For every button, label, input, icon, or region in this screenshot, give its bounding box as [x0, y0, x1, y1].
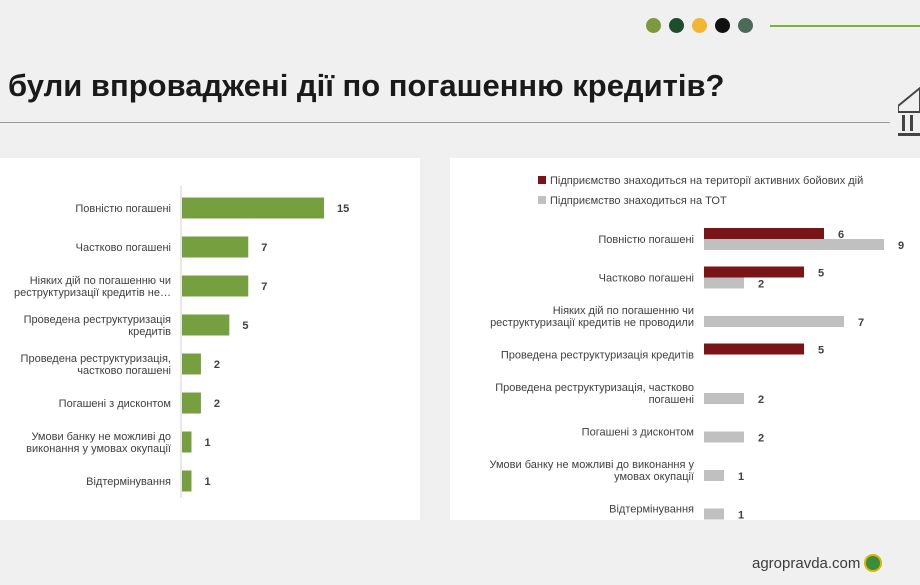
- left-category-label-5-line-0: Погашені з дисконтом: [59, 398, 171, 410]
- right-category-label-2-line-0: Ніяких дій по погашенню чи: [553, 305, 694, 317]
- left-bar-2: [182, 275, 249, 297]
- left-category-label-3-line-1: кредитів: [128, 326, 171, 338]
- left-bar-7: [182, 470, 192, 492]
- left-data-label-0: 15: [337, 203, 349, 215]
- legend-label-0: Підприємство знаходиться на території ак…: [550, 175, 863, 187]
- left-bar-1: [182, 236, 249, 258]
- right-bar-1-5: [704, 431, 744, 443]
- right-category-label-6-line-1: умовах окупації: [614, 471, 694, 483]
- left-category-label-2-line-0: Ніяких дій по погашенню чи: [30, 275, 171, 287]
- left-bar-5: [182, 392, 201, 414]
- left-data-label-2: 7: [261, 281, 267, 293]
- title-divider: [0, 122, 890, 123]
- right-category-label-5-line-0: Погашені з дисконтом: [582, 427, 694, 439]
- right-category-label-7-line-0: Відтермінування: [609, 504, 694, 516]
- right-category-label-6-line-0: Умови банку не можливі до виконання у: [489, 459, 694, 471]
- left-category-label-4-line-1: частково погашені: [77, 365, 171, 377]
- right-data-label-1-0: 9: [898, 240, 904, 252]
- left-category-label-0-line-0: Повністю погашені: [75, 203, 171, 215]
- right-bar-0-1: [704, 266, 804, 278]
- left-bar-4: [182, 353, 201, 375]
- right-category-label-4-line-1: погашені: [649, 394, 694, 406]
- left-data-label-1: 7: [261, 242, 267, 254]
- left-bar-3: [182, 314, 230, 336]
- right-bar-1-7: [704, 508, 724, 520]
- right-data-label-0-3: 5: [818, 345, 824, 357]
- right-data-label-1-6: 1: [738, 471, 744, 483]
- right-bar-0-3: [704, 343, 804, 355]
- left-data-label-5: 2: [214, 398, 220, 410]
- legend-label-1: Підприємство знаходиться на ТОТ: [550, 195, 727, 207]
- left-category-label-6-line-0: Умови банку не можливі до: [31, 431, 171, 443]
- page-title: були впроваджені дії по погашенню кредит…: [8, 68, 725, 103]
- right-category-label-4-line-0: Проведена реструктуризація, частково: [495, 382, 694, 394]
- right-category-label-1-line-0: Частково погашені: [599, 273, 694, 285]
- right-data-label-1-7: 1: [738, 510, 744, 521]
- right-data-label-1-2: 7: [858, 317, 864, 329]
- left-data-label-6: 1: [204, 437, 210, 449]
- left-category-label-6-line-1: виконання у умовах окупації: [26, 443, 171, 455]
- right-data-label-0-1: 5: [818, 268, 824, 280]
- left-bar-0: [182, 197, 324, 219]
- right-bar-1-2: [704, 316, 844, 327]
- chart-right: Підприємство знаходиться на території ак…: [489, 175, 904, 521]
- right-data-label-0-0: 6: [838, 229, 844, 241]
- right-data-label-1-4: 2: [758, 394, 764, 406]
- right-bar-1-4: [704, 393, 744, 404]
- left-data-label-4: 2: [214, 359, 220, 371]
- watermark-text: agropravda.com: [752, 554, 861, 572]
- right-category-label-3-line-0: Проведена реструктуризація кредитів: [501, 350, 694, 362]
- watermark: agropravda.com: [752, 554, 883, 572]
- left-bar-6: [182, 431, 192, 453]
- header-dot-1: [669, 18, 684, 33]
- header-dots: [646, 18, 753, 33]
- chart-panel-left: Повністю погашені 15 Частково погашені 7 Нія…: [0, 158, 420, 520]
- right-data-label-1-1: 2: [758, 279, 764, 291]
- header-accent-line: [770, 25, 920, 27]
- right-bar-0-0: [704, 228, 824, 239]
- left-category-label-1-line-0: Частково погашені: [76, 242, 171, 254]
- bank-icon: [898, 86, 920, 136]
- right-bar-1-1: [704, 277, 744, 289]
- left-data-label-3: 5: [242, 320, 248, 332]
- right-category-label-2-line-1: реструктуризації кредитів не проводили: [490, 317, 694, 329]
- left-data-label-7: 1: [204, 476, 210, 488]
- agropravda-logo-icon: [864, 554, 883, 572]
- left-category-label-3-line-0: Проведена реструктуризація: [24, 314, 171, 326]
- left-category-label-4-line-0: Проведена реструктуризація,: [21, 353, 171, 365]
- left-category-label-7-line-0: Відтермінування: [86, 476, 171, 488]
- right-data-label-1-5: 2: [758, 433, 764, 445]
- header-dot-4: [738, 18, 753, 33]
- legend-swatch-0: [538, 176, 546, 184]
- right-bar-1-6: [704, 470, 724, 481]
- chart-panel-right: Підприємство знаходиться на території ак…: [450, 158, 920, 520]
- header-dot-3: [715, 18, 730, 33]
- header-dot-0: [646, 18, 661, 33]
- right-bar-1-0: [704, 239, 884, 250]
- right-category-label-0-line-0: Повністю погашені: [598, 234, 694, 246]
- header-dot-2: [692, 18, 707, 33]
- left-category-label-2-line-1: реструктуризації кредитів не…: [14, 287, 171, 299]
- legend-swatch-1: [538, 196, 546, 204]
